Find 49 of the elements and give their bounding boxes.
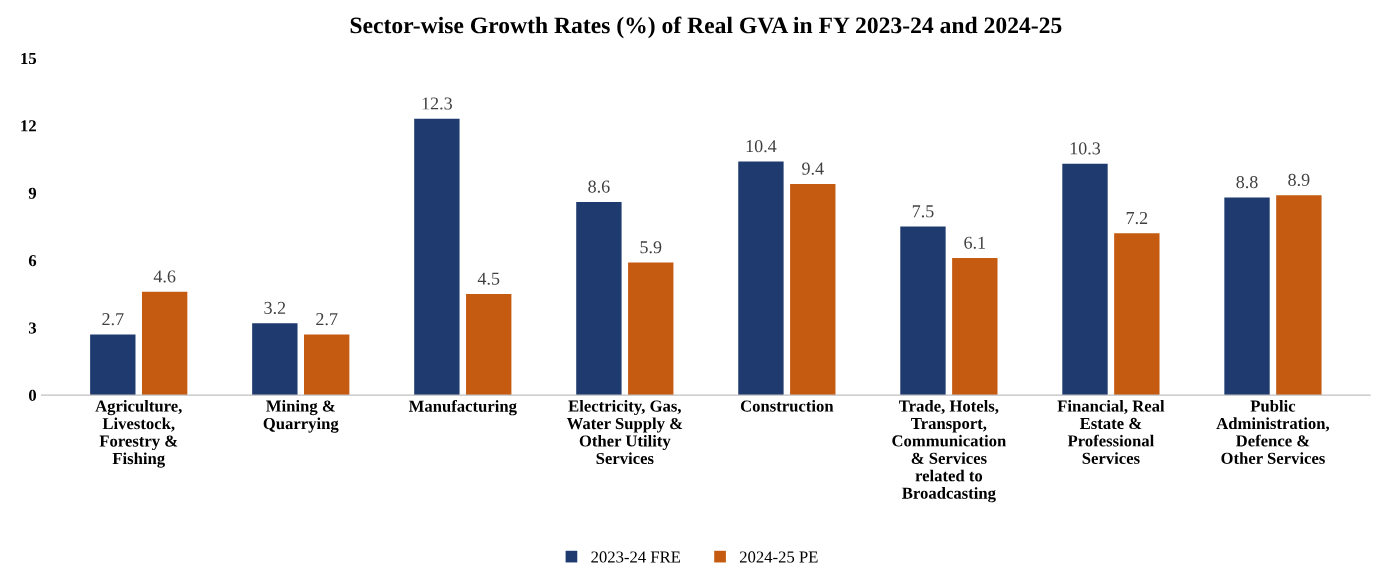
y-tick-label: 15 — [21, 52, 37, 65]
x-tick-label: Electricity, Gas, Water Supply & Other Utility Services — [566, 399, 683, 465]
bar — [790, 183, 836, 396]
bar — [90, 334, 136, 396]
data-label: 8.8 — [1236, 175, 1258, 189]
bar — [141, 291, 188, 396]
bar — [466, 293, 512, 396]
bar — [1224, 197, 1270, 396]
bar — [1114, 233, 1160, 396]
data-label: 8.6 — [588, 180, 610, 193]
data-label: 6.1 — [964, 236, 986, 249]
bar — [738, 161, 784, 396]
data-label: 12.3 — [422, 97, 452, 110]
bar — [414, 118, 460, 396]
y-tick-label: 12 — [21, 120, 36, 132]
data-label: 2.7 — [316, 313, 338, 326]
data-label: 7.2 — [1126, 211, 1148, 225]
y-tick-label: 3 — [28, 322, 37, 334]
bar — [1062, 163, 1108, 396]
data-label: 7.5 — [912, 205, 934, 218]
legend-label: 2023-24 FRE — [591, 551, 681, 563]
y-tick-label: 6 — [28, 255, 37, 267]
x-tick-label: Financial, Real Estate & Professional Services — [1057, 399, 1165, 464]
x-tick-label: Manufacturing — [408, 399, 517, 416]
bar — [304, 334, 350, 396]
y-tick-label: 0 — [28, 389, 37, 402]
x-tick-label: Trade, Hotels, Transport, Communication & Services related to Broadcasting — [892, 399, 1007, 503]
data-label: 10.3 — [1070, 142, 1101, 155]
legend-label: 2024-25 PE — [739, 551, 818, 563]
bar — [952, 258, 998, 396]
y-tick-label: 9 — [28, 187, 37, 199]
data-label: 4.5 — [477, 272, 500, 285]
bar — [900, 226, 946, 396]
bar — [576, 201, 622, 396]
data-label: 4.6 — [153, 270, 176, 283]
data-label: 10.4 — [746, 140, 777, 153]
x-tick-label: Construction — [740, 399, 834, 412]
x-tick-label: Mining & Quarrying — [263, 399, 339, 433]
x-tick-label: Public Administration, Defence & Other Services — [1216, 399, 1330, 464]
chart-title: Sector-wise Growth Rates (%) of Real GVA in FY 2023-24 and 2024-25 — [350, 16, 1062, 39]
x-tick-label: Agriculture, Livestock, Forestry & Fishing — [95, 399, 182, 468]
data-label: 8.9 — [1288, 173, 1310, 186]
bar — [1276, 195, 1322, 396]
data-label: 9.4 — [802, 162, 824, 175]
bar — [252, 323, 298, 396]
bar — [628, 262, 674, 396]
data-label: 2.7 — [102, 313, 124, 326]
data-label: 5.9 — [640, 241, 662, 254]
data-label: 3.2 — [264, 301, 286, 315]
